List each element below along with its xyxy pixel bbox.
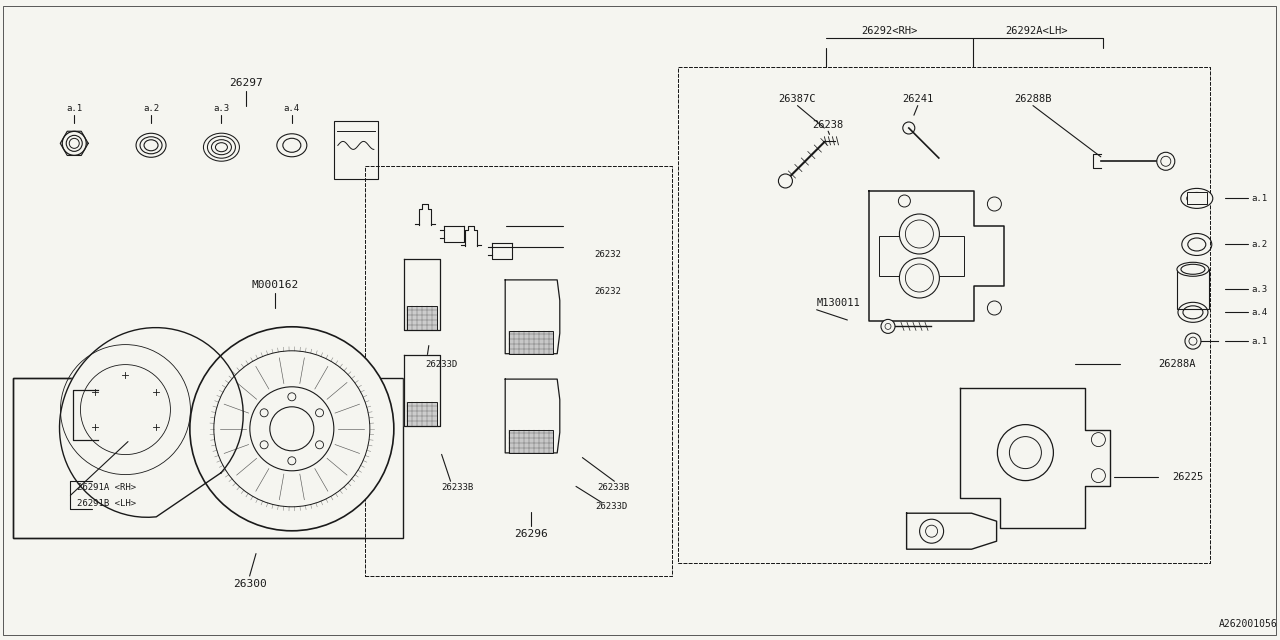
Text: 26233B: 26233B <box>442 483 474 492</box>
Bar <box>509 331 553 354</box>
Text: M000162: M000162 <box>252 280 298 290</box>
Text: 26288A: 26288A <box>1158 358 1196 369</box>
Text: 26241: 26241 <box>902 94 933 104</box>
Circle shape <box>987 301 1001 315</box>
Text: 26296: 26296 <box>515 529 548 540</box>
Bar <box>365 166 672 576</box>
Text: a.2: a.2 <box>143 104 159 113</box>
Text: a.1: a.1 <box>67 104 82 113</box>
Text: M130011: M130011 <box>817 298 860 308</box>
Text: 26300: 26300 <box>233 579 266 589</box>
Bar <box>1178 269 1210 309</box>
Bar <box>407 306 438 330</box>
Bar <box>1187 193 1207 204</box>
Text: 26288B: 26288B <box>1014 94 1052 104</box>
Circle shape <box>899 195 910 207</box>
Polygon shape <box>404 259 440 330</box>
Bar <box>509 430 553 453</box>
Bar <box>678 67 1210 563</box>
Circle shape <box>778 174 792 188</box>
Text: a.4: a.4 <box>1252 308 1268 317</box>
Polygon shape <box>59 328 243 517</box>
Circle shape <box>919 519 943 543</box>
Circle shape <box>189 327 394 531</box>
Bar <box>13 378 403 538</box>
Circle shape <box>900 214 940 254</box>
Circle shape <box>902 122 915 134</box>
Text: 26238: 26238 <box>813 120 844 130</box>
Text: a.3: a.3 <box>1252 285 1268 294</box>
Ellipse shape <box>1181 264 1204 275</box>
Bar <box>678 67 1210 563</box>
Text: 26291A <RH>: 26291A <RH> <box>77 483 136 492</box>
Polygon shape <box>960 388 1111 527</box>
Circle shape <box>987 197 1001 211</box>
Text: A262001056: A262001056 <box>1219 619 1277 629</box>
Ellipse shape <box>1178 262 1210 276</box>
Text: 26232: 26232 <box>594 250 621 259</box>
Text: 26291B <LH>: 26291B <LH> <box>77 499 136 508</box>
Text: 26292A<LH>: 26292A<LH> <box>1006 26 1068 36</box>
Circle shape <box>1157 152 1175 170</box>
Circle shape <box>900 258 940 298</box>
Polygon shape <box>869 191 1005 321</box>
Text: a.1: a.1 <box>1252 194 1268 203</box>
Polygon shape <box>506 379 559 453</box>
Bar <box>365 166 672 576</box>
Text: 26387C: 26387C <box>778 94 817 104</box>
Text: 26225: 26225 <box>1172 472 1203 482</box>
Bar <box>407 402 438 426</box>
Bar <box>13 378 403 538</box>
Circle shape <box>881 319 895 333</box>
Polygon shape <box>404 355 440 426</box>
Text: 26233D: 26233D <box>595 502 627 511</box>
Polygon shape <box>506 280 559 354</box>
Circle shape <box>1185 333 1201 349</box>
Text: 26233B: 26233B <box>598 483 630 492</box>
Text: a.1: a.1 <box>1252 337 1268 346</box>
Text: 26232: 26232 <box>594 287 621 296</box>
Ellipse shape <box>1181 188 1213 209</box>
Text: a.3: a.3 <box>214 104 229 113</box>
Bar <box>879 236 964 276</box>
Circle shape <box>997 424 1053 481</box>
Circle shape <box>1092 468 1106 483</box>
Text: a.4: a.4 <box>284 104 300 113</box>
Text: a.2: a.2 <box>1252 240 1268 249</box>
Text: 26233D: 26233D <box>425 360 457 369</box>
Circle shape <box>1092 433 1106 447</box>
Bar <box>334 122 378 179</box>
Polygon shape <box>906 513 997 549</box>
Text: 26297: 26297 <box>229 78 262 88</box>
Text: 26292<RH>: 26292<RH> <box>861 26 918 36</box>
